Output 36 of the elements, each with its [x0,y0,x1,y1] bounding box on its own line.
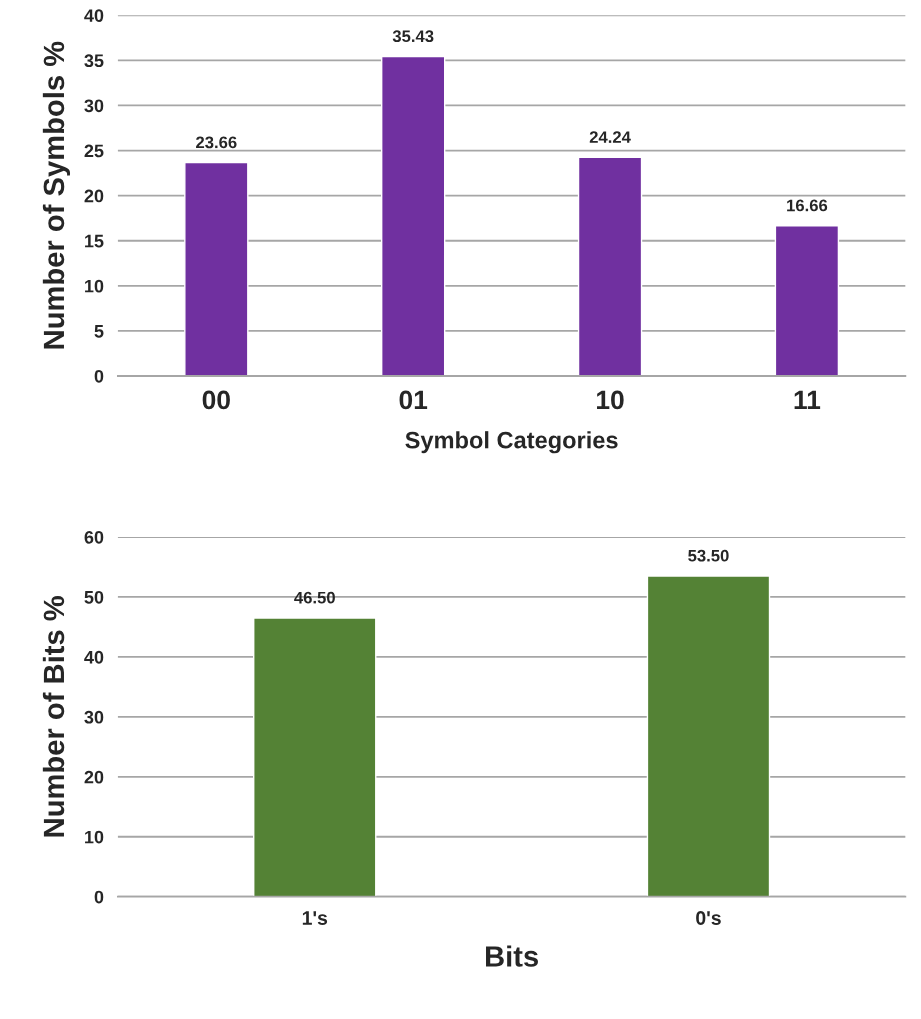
x-tick-label: 11 [794,390,821,410]
x-tick-label: 0's [696,911,721,925]
text: 53.50 [688,549,729,562]
bar [380,55,446,377]
bar [774,225,840,377]
y-tick-label: 15 [85,234,104,248]
y-tick-label: 5 [94,325,104,338]
y-tick-label: 0 [94,890,104,904]
text: 46.50 [294,591,335,604]
y-tick-label: 35 [84,54,104,68]
x-tick-label: 1's [302,911,328,925]
y-tick-label: 30 [84,710,104,724]
text: 23.66 [196,136,237,149]
y-axis-title: Number of Bits % [42,596,65,837]
text: 35.43 [392,30,434,43]
y-tick-label: 60 [84,530,104,544]
text: 24.24 [589,131,631,143]
x-tick-label: 00 [202,390,230,410]
y-tick-label: 20 [84,770,104,784]
x-axis-title: Bits [486,945,538,967]
y-tick-label: 0 [94,369,104,383]
y-tick-label: 10 [85,830,104,844]
y-tick-label: 40 [84,650,104,664]
text: 16.66 [787,199,828,212]
y-tick-label: 40 [84,9,104,23]
y-tick-label: 30 [84,99,104,113]
x-tick-label: 10 [597,390,624,410]
y-tick-label: 50 [84,590,104,604]
y-tick-label: 10 [85,279,104,293]
x-tick-label: 01 [399,390,428,410]
y-tick-label: 25 [84,144,104,158]
bar [184,161,249,377]
bar [577,156,643,377]
y-tick-label: 20 [84,189,104,203]
x-axis-title: Symbol Categories [405,431,618,454]
y-axis-title: Number of Symbols % [42,41,71,349]
